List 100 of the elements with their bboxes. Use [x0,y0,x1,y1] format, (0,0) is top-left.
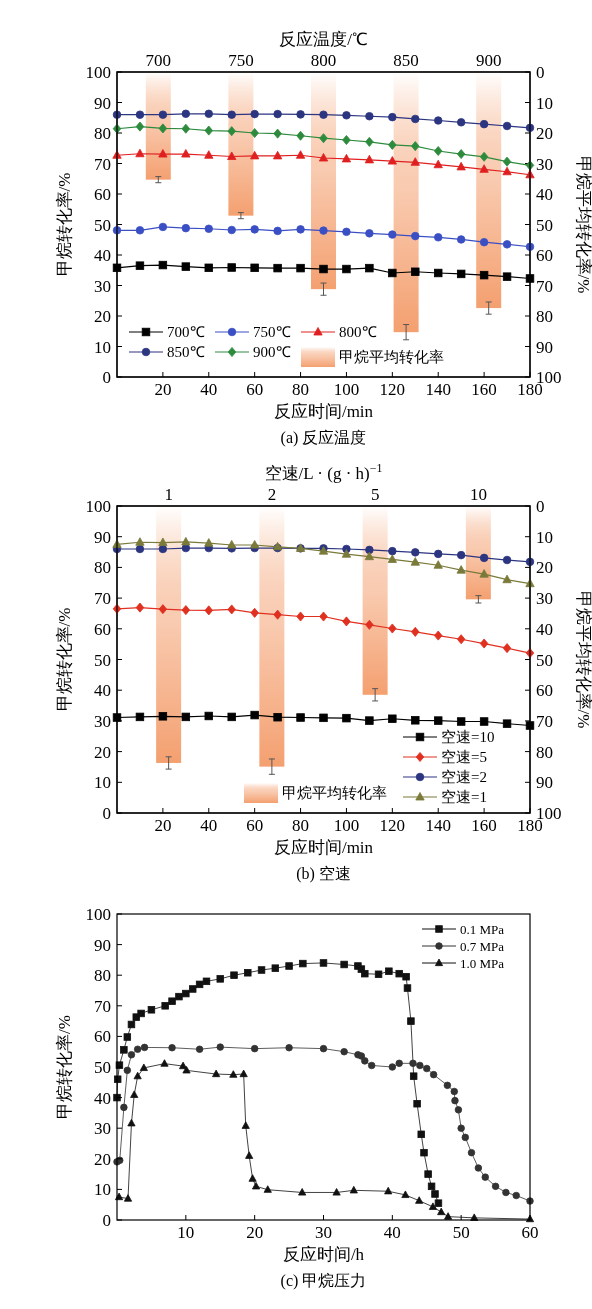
legend: 甲烷平均转化率 [244,783,387,803]
y-axis-title: 甲烷转化率/% [55,1015,74,1119]
x-tick-label: 140 [425,816,451,835]
legend-label: 空速=2 [441,769,487,785]
y-tick-label: 80 [94,558,111,578]
y-tick-label: 100 [85,497,111,516]
y-axis-title: 甲烷转化率/% [55,607,74,712]
y-tick-label: 60 [536,681,553,701]
y-tick-label: 60 [94,619,111,639]
x-tick-label: 850 [393,51,419,70]
legend-label: 1.0 MPa [460,956,505,971]
y-tick-label: 40 [94,246,111,265]
x-tick-label: 80 [292,380,310,399]
y-tick-label: 90 [94,527,111,547]
y-tick-label: 100 [85,905,111,924]
y-axis-title: 甲烷平均转化率/% [574,590,592,729]
y-tick-label: 90 [536,337,553,357]
y-tick-label: 60 [94,185,111,204]
y-tick-label: 60 [94,1027,111,1047]
y-tick-label: 80 [94,124,111,143]
y-tick-label: 80 [536,742,553,762]
y-tick-label: 80 [536,307,553,326]
x-tick-label: 900 [475,51,502,70]
y-tick-label: 30 [536,589,553,609]
x-tick-label: 100 [333,816,360,835]
y-tick-label: 30 [536,154,553,174]
y-tick-label: 0 [102,804,111,823]
y-tick-label: 50 [94,215,111,235]
legend-label: 750℃ [253,324,291,340]
x-axis-title: 反应时间/h [282,1245,365,1264]
x-axis-title: 空速/L · (g · h)$^{−1}$ [264,461,383,483]
legend: 甲烷平均转化率 [301,347,444,367]
legend-label: 850℃ [167,344,205,360]
legend-label: 空速=1 [441,789,487,805]
y-tick-label: 70 [94,589,111,609]
x-tick-label: 5 [370,485,380,504]
y-tick-label: 20 [536,558,553,578]
x-tick-label: 20 [154,380,172,399]
y-axis-title: 甲烷转化率/% [55,172,74,277]
x-tick-label: 750 [228,51,254,70]
legend-label: 800℃ [339,324,377,340]
x-tick-label: 60 [246,380,264,399]
y-tick-label: 10 [536,93,553,113]
x-tick-label: 120 [379,380,406,399]
y-tick-label: 20 [536,124,553,143]
x-tick-label: 10 [469,485,487,504]
x-tick-label: 50 [452,1223,470,1242]
y-tick-label: 50 [536,215,553,235]
y-tick-label: 40 [94,681,111,701]
y-tick-label: 0 [102,368,111,387]
y-tick-label: 20 [94,307,111,326]
y-tick-label: 60 [536,246,553,265]
x-tick-label: 30 [315,1223,332,1242]
y-tick-label: 50 [94,1058,111,1077]
y-axis-title: 甲烷平均转化率/% [574,155,592,294]
legend-label: 900℃ [253,344,291,360]
x-tick-label: 60 [246,816,264,835]
legend-label: 甲烷平均转化率 [282,785,387,801]
y-tick-label: 10 [94,1180,111,1200]
x-tick-label: 40 [200,380,218,399]
x-axis-title: 反应时间/min [273,838,374,857]
y-tick-label: 30 [94,1119,111,1139]
y-tick-label: 0 [536,497,545,516]
x-axis-title: 反应时间/min [273,402,374,421]
text: (a) 反应温度 [280,429,367,447]
y-tick-label: 40 [536,619,553,639]
x-tick-label: 160 [471,816,497,835]
y-tick-label: 70 [536,711,553,731]
x-tick-label: 800 [310,51,337,70]
y-tick-label: 0 [536,63,545,82]
x-tick-label: 160 [471,380,497,399]
x-tick-label: 100 [333,380,360,399]
x-tick-label: 80 [292,816,310,835]
y-tick-label: 40 [94,1088,111,1108]
x-tick-label: 20 [246,1223,264,1242]
y-tick-label: 70 [94,154,111,174]
x-tick-label: 2 [267,485,277,504]
y-tick-label: 70 [94,996,111,1016]
x-tick-label: 120 [379,816,406,835]
legend-label: 700℃ [167,324,205,340]
legend-label: 空速=5 [441,749,487,765]
y-tick-label: 0 [102,1211,111,1230]
y-tick-label: 10 [94,773,111,793]
y-tick-label: 90 [536,773,553,793]
x-tick-label: 700 [145,51,172,70]
x-tick-label: 10 [177,1223,195,1242]
y-tick-label: 30 [94,711,111,731]
legend-label: 0.1 MPa [460,922,505,937]
y-tick-label: 80 [94,966,111,986]
x-tick-label: 40 [200,816,218,835]
legend-label: 空速=10 [441,729,495,745]
y-tick-label: 10 [536,527,553,547]
x-tick-label: 1 [164,485,173,504]
y-tick-label: 100 [85,63,111,82]
y-tick-label: 20 [94,1149,111,1169]
x-tick-label: 20 [154,816,172,835]
x-tick-label: 40 [383,1223,401,1242]
y-tick-label: 40 [536,185,553,204]
y-tick-label: 90 [94,93,111,113]
y-tick-label: 10 [94,337,111,357]
